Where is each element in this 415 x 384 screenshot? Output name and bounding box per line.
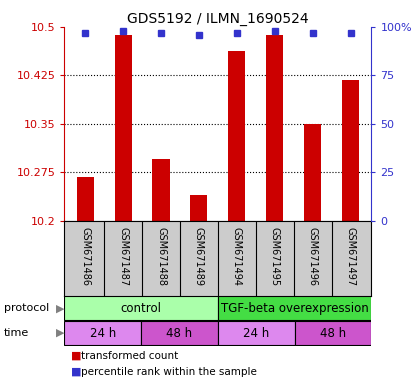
Bar [218, 321, 295, 345]
Text: GSM671496: GSM671496 [308, 227, 317, 286]
Bar [304, 124, 321, 221]
Title: GDS5192 / ILMN_1690524: GDS5192 / ILMN_1690524 [127, 12, 309, 26]
Bar [295, 321, 371, 345]
Text: ■: ■ [71, 351, 81, 361]
Text: percentile rank within the sample: percentile rank within the sample [81, 366, 257, 377]
Text: 48 h: 48 h [166, 327, 193, 339]
Bar [115, 35, 132, 221]
Text: protocol: protocol [4, 303, 49, 313]
Bar [64, 321, 141, 345]
Bar [152, 159, 170, 221]
Bar [141, 321, 218, 345]
Bar [218, 296, 371, 320]
Text: ▶: ▶ [56, 328, 64, 338]
Text: GSM671495: GSM671495 [270, 227, 280, 286]
Text: 24 h: 24 h [243, 327, 269, 339]
Text: time: time [4, 328, 29, 338]
Text: GSM671489: GSM671489 [194, 227, 204, 286]
Text: transformed count: transformed count [81, 351, 178, 361]
Text: ■: ■ [71, 366, 81, 377]
Bar [266, 35, 283, 221]
Bar [190, 195, 208, 221]
Text: GSM671497: GSM671497 [346, 227, 356, 286]
Bar [64, 296, 218, 320]
Text: control: control [121, 302, 161, 314]
Text: 48 h: 48 h [320, 327, 346, 339]
Bar [342, 80, 359, 221]
Bar [77, 177, 94, 221]
Text: ▶: ▶ [56, 303, 64, 313]
Text: GSM671494: GSM671494 [232, 227, 242, 286]
Text: TGF-beta overexpression: TGF-beta overexpression [221, 302, 369, 314]
Text: GSM671488: GSM671488 [156, 227, 166, 286]
Text: GSM671487: GSM671487 [118, 227, 128, 286]
Bar [228, 51, 245, 221]
Text: 24 h: 24 h [90, 327, 116, 339]
Text: GSM671486: GSM671486 [80, 227, 90, 286]
